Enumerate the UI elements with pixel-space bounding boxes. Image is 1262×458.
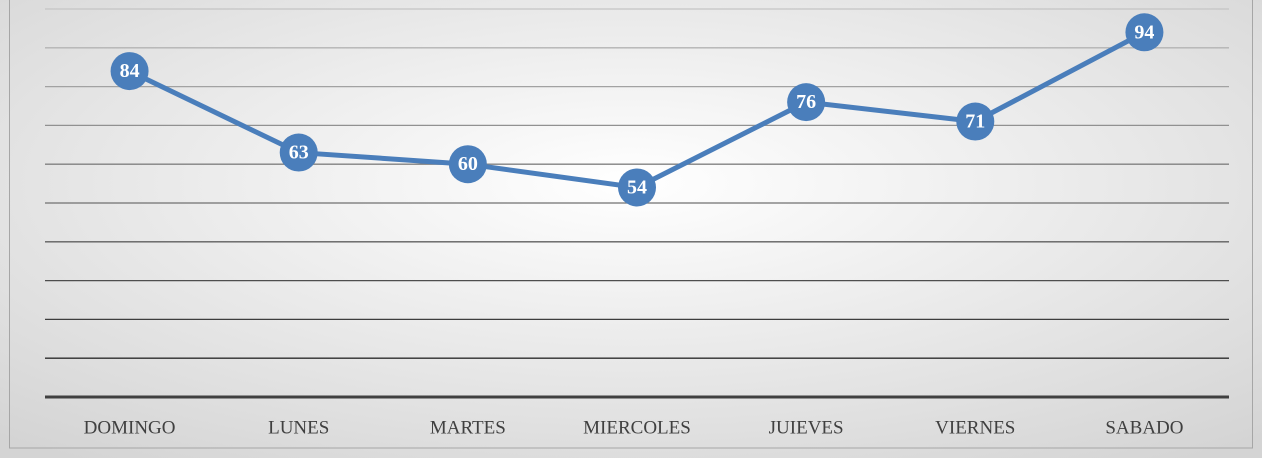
data-point	[787, 83, 826, 122]
x-tick-label: MARTES	[430, 417, 506, 438]
data-label: 63	[289, 142, 309, 164]
data-label: 84	[120, 60, 140, 82]
data-point	[956, 102, 995, 141]
x-tick-label: LUNES	[268, 417, 329, 438]
chart-border	[9, 0, 1253, 449]
data-label: 94	[1134, 21, 1154, 43]
data-label: 76	[796, 91, 816, 113]
x-tick-label: JUIEVES	[769, 417, 844, 438]
x-tick-label: DOMINGO	[84, 417, 176, 438]
data-label: 71	[965, 111, 985, 133]
data-point	[1125, 13, 1164, 52]
x-tick-label: SABADO	[1105, 417, 1183, 438]
data-point	[618, 168, 656, 207]
data-label: 54	[627, 176, 647, 198]
data-point	[448, 145, 487, 184]
data-point	[110, 52, 149, 91]
x-tick-label: VIERNES	[935, 417, 1015, 438]
x-tick-label: MIERCOLES	[583, 417, 691, 438]
data-label: 60	[458, 153, 478, 175]
data-point	[279, 133, 318, 172]
